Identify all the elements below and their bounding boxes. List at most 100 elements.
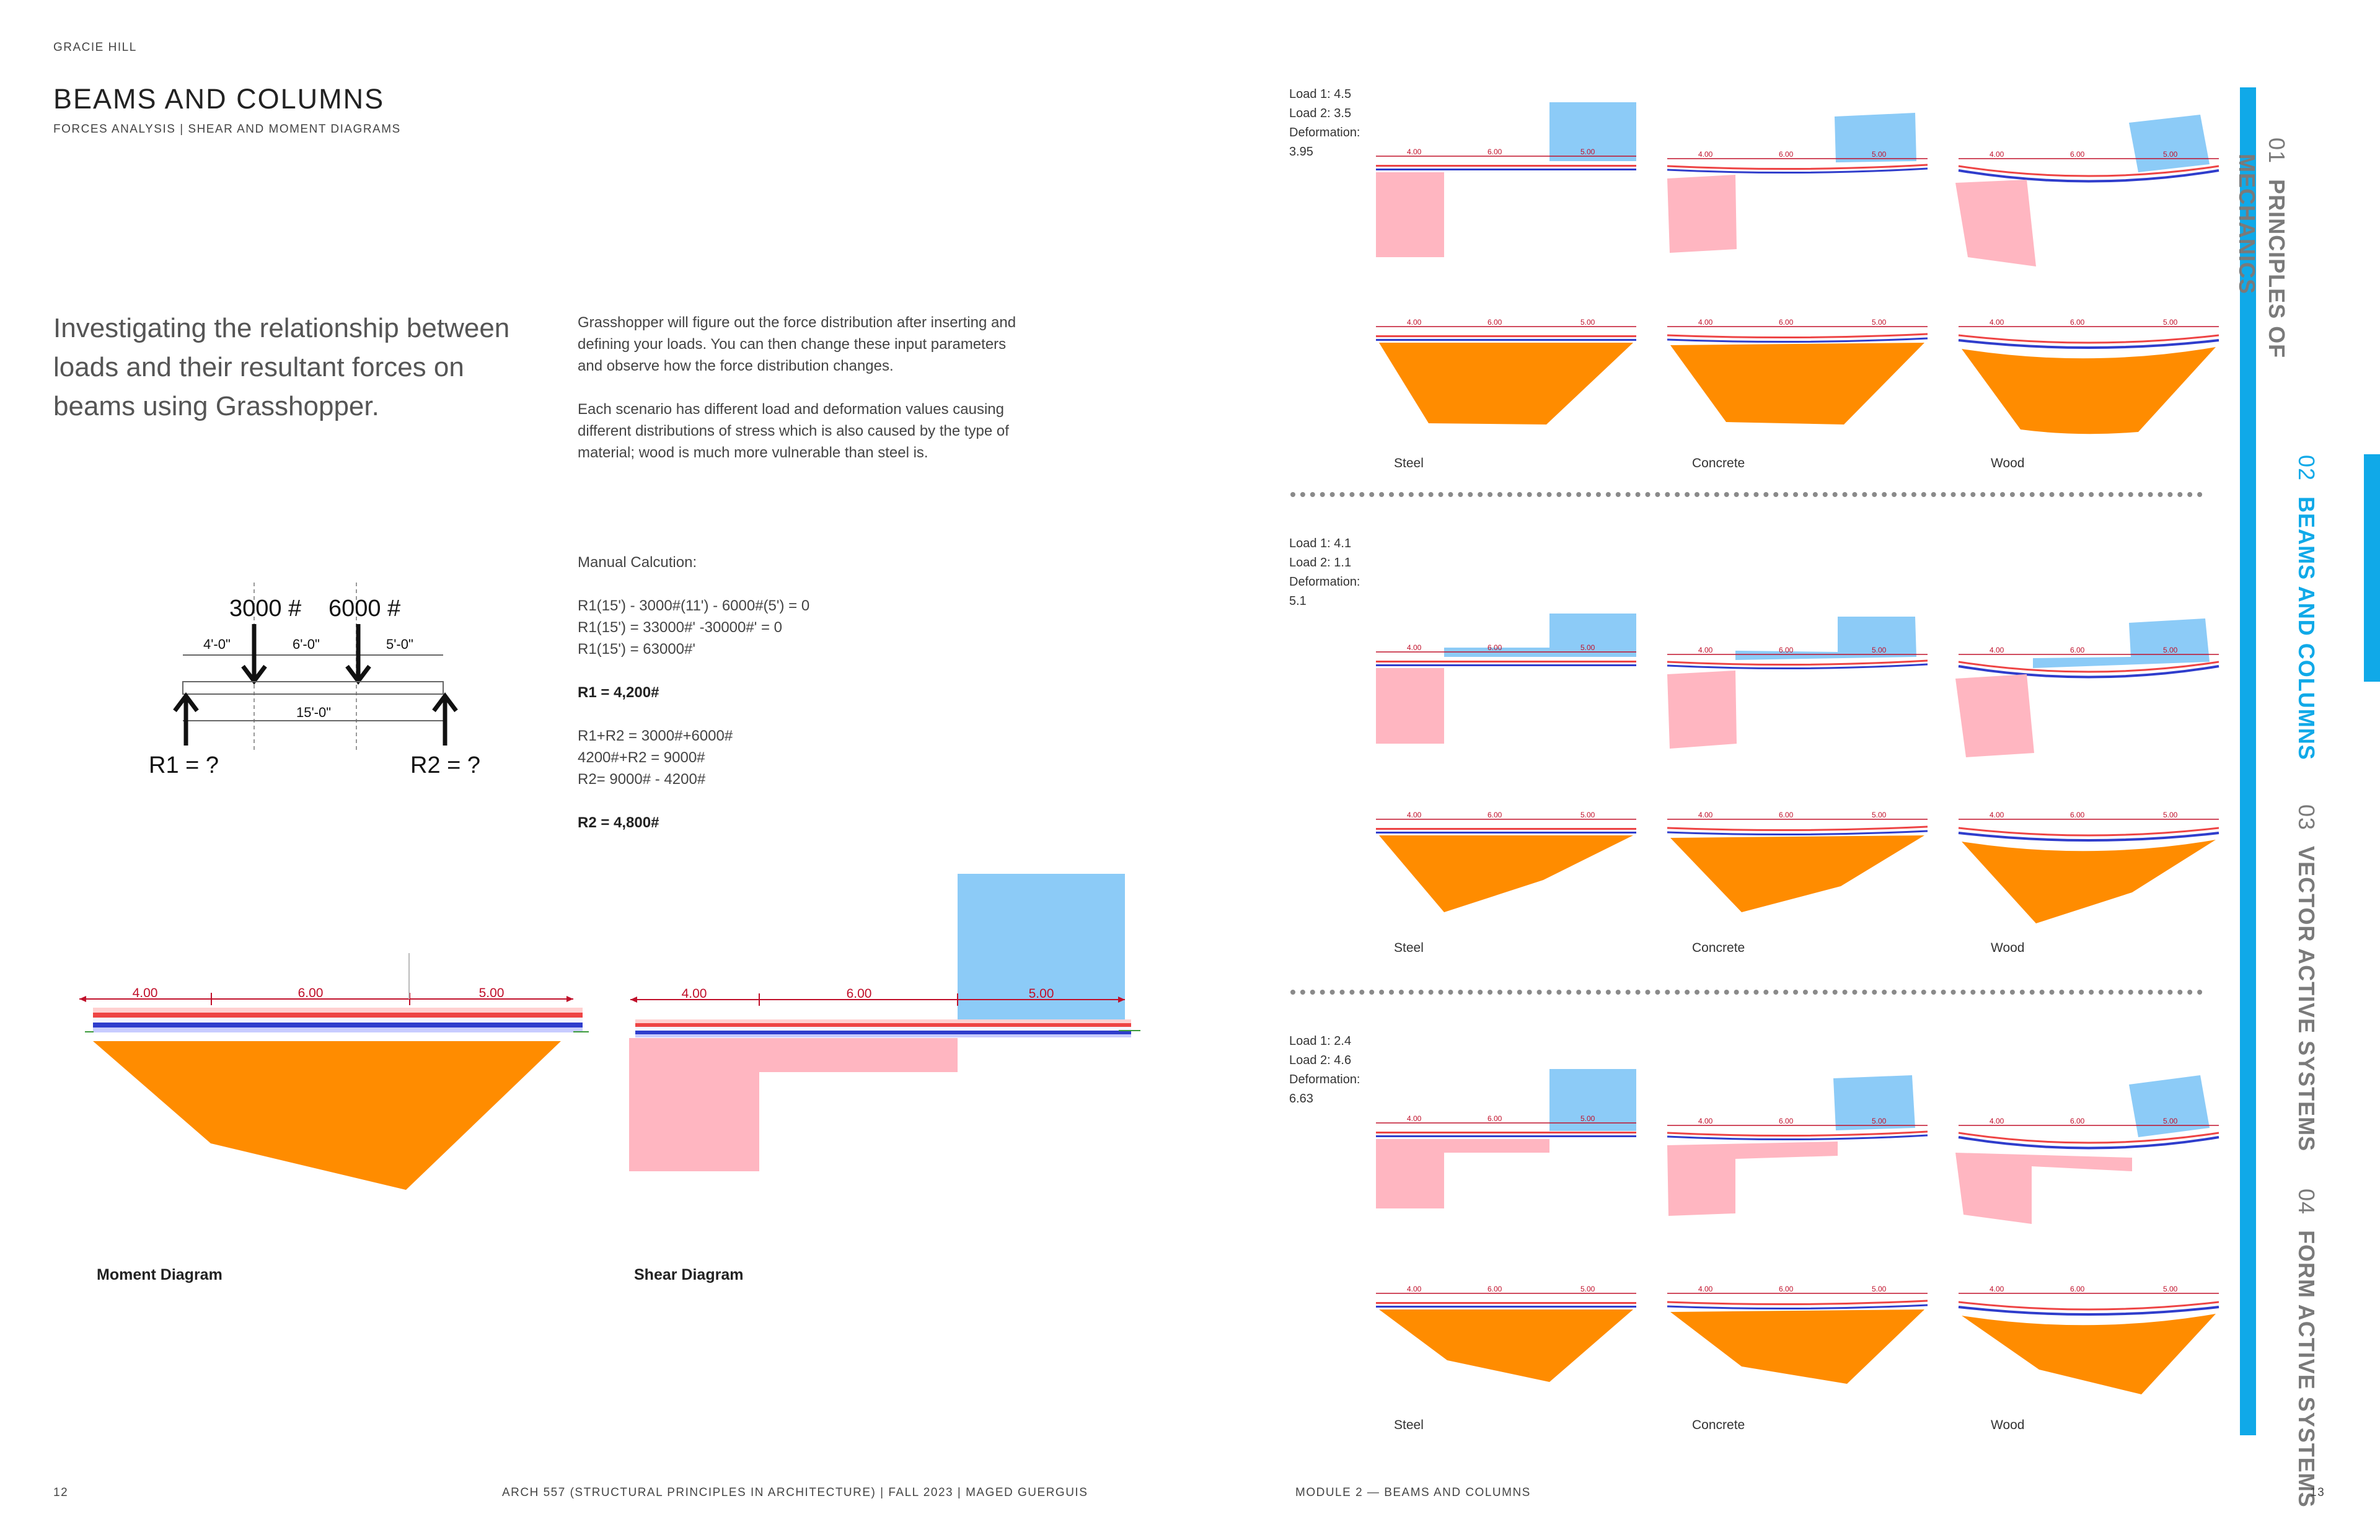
sidebar-item-form[interactable]: 04 FORM ACTIVE SYSTEMS (2293, 1189, 2319, 1508)
scenario-deformation: 5.1 (1289, 594, 1307, 608)
shear-thumb: 4.00 6.00 5.00 (1667, 1075, 1928, 1216)
dim-label: 6.00 (1779, 811, 1794, 819)
dim-label: 5.00 (1580, 643, 1595, 652)
dim-label: 5.00 (479, 986, 505, 1000)
lead-paragraph: Investigating the relationship between l… (53, 313, 510, 421)
dim-label: 5.00 (1872, 646, 1887, 654)
section-divider (1290, 990, 2203, 995)
dim-label: 4.00 (1698, 1285, 1713, 1293)
dim-label: 5.00 (1872, 1285, 1887, 1293)
calc-line: R1+R2 = 3000#+6000# (578, 728, 733, 744)
sidebar-item-label: MECHANICS (2234, 154, 2260, 295)
moment-diagram: 4.00 6.00 5.00 (79, 953, 589, 1190)
sidebar-item-label: PRINCIPLES OF (2264, 179, 2290, 359)
dim-label: 6.00 (2070, 1117, 2085, 1125)
material-caption: Concrete (1692, 941, 1745, 955)
dim-label: 5.00 (2163, 318, 2178, 327)
arrow-up-icon (173, 692, 199, 746)
free-body-sketch: 3000 # 6000 # 4'-0" 6'-0" 5'-0" 15'-0" R… (149, 583, 480, 778)
dim-label: 4.00 (1407, 147, 1422, 156)
sidebar-item-vector[interactable]: 03 VECTOR ACTIVE SYSTEMS (2293, 804, 2319, 1151)
calc-line: R1(15') - 3000#(11') - 6000#(5') = 0 (578, 597, 810, 614)
material-caption: Steel (1394, 456, 1424, 470)
sidebar-item-principles[interactable]: 01 PRINCIPLES OF (2263, 138, 2290, 358)
dim-label: 4.00 (133, 986, 158, 1000)
moment-thumb: 4.00 6.00 5.00 (1958, 318, 2219, 434)
dim-label: 4.00 (1990, 1285, 2004, 1293)
shear-thumb: 4.00 6.00 5.00 (1667, 113, 1928, 253)
scenario-2-values: Load 1: 4.1 Load 2: 1.1 Deformation: 5.1 (1289, 534, 1360, 611)
dim-label: 6.00 (2070, 1285, 2085, 1293)
dim-label: 4.00 (1407, 643, 1422, 652)
dim-label: 5.00 (1872, 150, 1887, 159)
dim-label: 6.00 (847, 987, 872, 1001)
dim-label: 4.00 (1990, 318, 2004, 327)
intro-line: defining your loads. You can then change… (578, 336, 1007, 353)
arrow-down-icon (345, 624, 371, 685)
material-caption: Steel (1394, 1418, 1424, 1432)
sidebar-item-label: VECTOR ACTIVE SYSTEMS (2294, 846, 2319, 1152)
dim-label: 4.00 (682, 987, 707, 1001)
intro-line: and observe how the force distribution c… (578, 358, 894, 374)
calc-heading: Manual Calcution: (578, 554, 697, 571)
intro-text: Grasshopper will figure out the force di… (578, 312, 1123, 464)
shear-thumb: 4.00 6.00 5.00 (1376, 1069, 1636, 1208)
dim-label: 4.00 (1698, 1117, 1713, 1125)
section-divider (1290, 492, 2203, 497)
page-number-right: 13 (2310, 1486, 2325, 1499)
sidebar-item-principles-line2[interactable]: MECHANICS (2234, 154, 2260, 294)
dim-label: 4.00 (1407, 1114, 1422, 1123)
moment-thumb: 4.00 6.00 5.00 (1376, 1285, 1636, 1382)
dim-label: 6.00 (1779, 318, 1794, 327)
dim-label: 6.00 (1779, 1117, 1794, 1125)
dim-label: 5.00 (1872, 811, 1887, 819)
sidebar-item-number: 03 (2294, 804, 2319, 831)
shear-thumb: 4.00 6.00 5.00 (1955, 115, 2219, 266)
sketch-dim3: 5'-0" (386, 636, 413, 652)
sidebar-item-label: FORM ACTIVE SYSTEMS (2294, 1230, 2319, 1508)
moment-thumb: 4.00 6.00 5.00 (1667, 1285, 1928, 1384)
intro-line: material; wood is much more vulnerable t… (578, 444, 928, 461)
sketch-span: 15'-0" (296, 705, 331, 720)
shear-thumb: 4.00 6.00 5.00 (1955, 618, 2219, 757)
calc-r2-result: R2 = 4,800# (578, 814, 659, 831)
moment-thumb: 4.00 6.00 5.00 (1667, 318, 1928, 425)
scenario-deformation: 6.63 (1289, 1092, 1313, 1106)
dim-label: 5.00 (2163, 1117, 2178, 1125)
shear-diagram: 4.00 6.00 5.00 (629, 874, 1140, 1171)
moment-thumb: 4.00 6.00 5.00 (1958, 811, 2219, 923)
dim-label: 6.00 (298, 986, 324, 1000)
sketch-dim1: 4'-0" (203, 636, 231, 652)
shear-thumb: 4.00 6.00 5.00 (1955, 1075, 2219, 1224)
dim-label: 6.00 (1779, 646, 1794, 654)
intro-line: different distributions of stress which … (578, 423, 1009, 439)
sidebar-item-beams[interactable]: 02 BEAMS AND COLUMNS (2293, 455, 2319, 760)
scenario-load2: Load 2: 4.6 (1289, 1054, 1352, 1067)
shear-thumb: 4.00 6.00 5.00 (1376, 102, 1636, 257)
material-caption: Wood (1991, 456, 2025, 470)
page-title: BEAMS AND COLUMNS (53, 83, 385, 115)
scenario-load2: Load 2: 1.1 (1289, 556, 1352, 570)
dim-label: 6.00 (1488, 147, 1502, 156)
dim-label: 4.00 (1698, 150, 1713, 159)
scenario-load1: Load 1: 4.5 (1289, 87, 1352, 101)
material-caption: Concrete (1692, 1418, 1745, 1432)
dim-label: 5.00 (1029, 987, 1054, 1001)
material-caption: Wood (1991, 941, 2025, 955)
dim-label: 5.00 (1872, 1117, 1887, 1125)
dim-label: 5.00 (2163, 150, 2178, 159)
dim-label: 4.00 (1990, 150, 2004, 159)
dim-label: 6.00 (1488, 811, 1502, 819)
calc-line: 4200#+R2 = 9000# (578, 749, 705, 766)
sketch-load2: 6000 # (328, 596, 400, 622)
dim-label: 6.00 (1488, 1285, 1502, 1293)
scenario-3-values: Load 1: 2.4 Load 2: 4.6 Deformation: 6.6… (1289, 1032, 1360, 1109)
scenario-deformation-label: Deformation: (1289, 126, 1360, 139)
dim-label: 5.00 (1580, 147, 1595, 156)
dim-label: 5.00 (1580, 811, 1595, 819)
moment-thumb: 4.00 6.00 5.00 (1667, 811, 1928, 912)
intro-line: Each scenario has different load and def… (578, 401, 1004, 418)
sidebar-active-tab (2364, 454, 2380, 682)
calc-r1-result: R1 = 4,200# (578, 684, 659, 701)
dim-label: 4.00 (1698, 646, 1713, 654)
